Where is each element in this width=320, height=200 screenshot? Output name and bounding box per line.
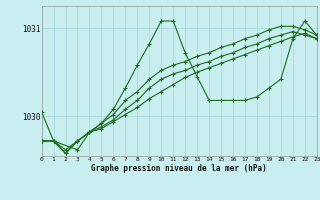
X-axis label: Graphe pression niveau de la mer (hPa): Graphe pression niveau de la mer (hPa) — [91, 164, 267, 173]
